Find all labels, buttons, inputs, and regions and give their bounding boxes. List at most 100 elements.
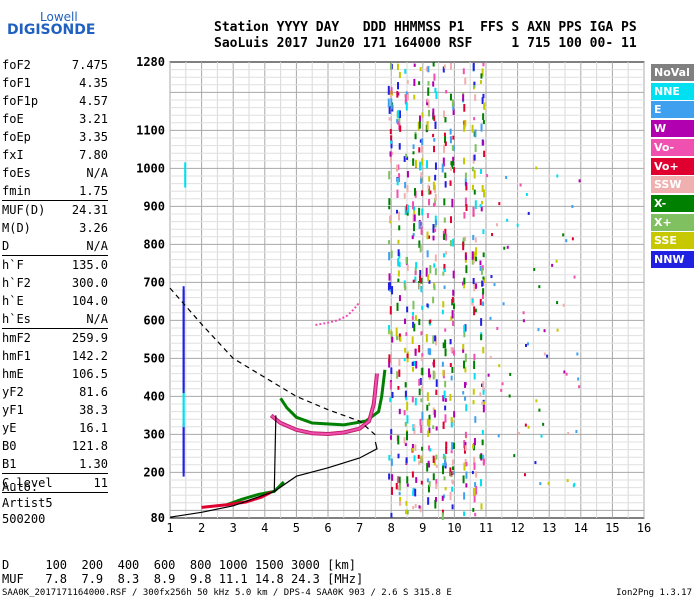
echo-point [474, 129, 477, 138]
echo-point [413, 210, 416, 218]
param-value: 259.9 [71, 331, 108, 345]
echo-point [388, 198, 391, 206]
param-row: yF2 81.6 [2, 383, 108, 401]
echo-point [452, 303, 455, 310]
echo-point [428, 419, 431, 426]
echo-point [432, 335, 435, 344]
echo-point [576, 352, 579, 356]
echo-point [391, 286, 394, 295]
x-tick-label: 2 [198, 521, 205, 535]
echo-point [444, 339, 447, 348]
echo-point [420, 398, 423, 403]
echo-point [480, 479, 483, 487]
echo-point [444, 414, 447, 423]
echo-point [556, 301, 559, 305]
echo-point [427, 348, 430, 355]
params-separator [2, 328, 108, 329]
echo-point [522, 319, 525, 323]
echo-point [501, 382, 504, 386]
echo-point [474, 94, 477, 101]
echo-point [418, 161, 421, 171]
echo-point [421, 208, 424, 216]
echo-point [450, 422, 453, 428]
param-name: C-level [2, 476, 53, 490]
echo-point [556, 174, 559, 178]
echo-point [473, 251, 476, 261]
echo-point [462, 68, 465, 75]
echo-point [435, 483, 438, 490]
echo-point [411, 336, 414, 344]
echo-point [413, 428, 416, 435]
echo-point [403, 410, 406, 416]
legend-entry-nnw: NNW [651, 251, 694, 268]
echo-point [472, 444, 475, 449]
echo-point [471, 298, 474, 303]
echo-point [462, 94, 465, 102]
param-name: B0 [2, 439, 17, 453]
echo-point [453, 442, 456, 449]
echo-point [411, 316, 414, 320]
legend-entry-vo-: Vo+ [651, 157, 694, 175]
echo-point [420, 226, 423, 235]
echo-point [389, 214, 392, 221]
param-value: 1.75 [79, 184, 108, 198]
echo-point [432, 235, 435, 241]
echo-point [465, 204, 468, 211]
echo-point [474, 512, 477, 517]
echo-point [421, 411, 424, 421]
legend-entry-vo-: Vo- [651, 138, 694, 156]
echo-point [404, 285, 407, 291]
echo-point [406, 476, 409, 484]
echo-point [442, 271, 445, 276]
echo-point [426, 303, 429, 308]
echo-point [452, 320, 455, 327]
echo-point [538, 285, 541, 289]
echo-point [427, 109, 430, 117]
echo-point [433, 138, 436, 142]
echo-point [475, 485, 478, 495]
param-value: 3.21 [79, 112, 108, 126]
echo-point [452, 289, 455, 296]
echo-point [390, 331, 393, 339]
echo-point [421, 112, 424, 118]
echo-point [445, 441, 448, 449]
y-tick-label: 300 [143, 427, 165, 441]
echo-point [535, 399, 538, 403]
o-mode-trace-highlight [270, 373, 378, 436]
echo-point [405, 102, 408, 111]
echo-point [418, 121, 421, 129]
note-line: 500200 [2, 512, 46, 526]
echo-point [451, 504, 454, 510]
echo-point [474, 200, 477, 210]
echo-point [482, 120, 485, 125]
echo-point [426, 99, 429, 106]
echo-point [413, 360, 416, 366]
echo-point [443, 233, 446, 240]
echo-point [403, 280, 406, 286]
echo-point [421, 190, 424, 196]
echo-point [464, 172, 467, 178]
param-name: fxI [2, 148, 24, 162]
echo-point [389, 94, 392, 98]
echo-point [420, 176, 423, 184]
echo-point [464, 77, 467, 85]
echo-point [403, 318, 406, 325]
echo-point [412, 300, 415, 310]
echo-point [508, 394, 511, 398]
echo-point [464, 254, 467, 261]
echo-point [444, 486, 447, 491]
echo-point [414, 270, 417, 276]
echo-point [428, 198, 431, 206]
y-tick-label: 700 [143, 275, 165, 289]
echo-point [412, 321, 415, 328]
echo-point [398, 481, 401, 491]
echo-point [184, 165, 187, 170]
echo-point [479, 454, 482, 459]
echo-point [415, 360, 418, 369]
echo-point [406, 306, 409, 313]
echo-point [390, 135, 393, 141]
echo-point [546, 354, 549, 358]
echo-point [449, 166, 452, 171]
echo-point [427, 99, 430, 108]
echo-point [462, 237, 465, 242]
